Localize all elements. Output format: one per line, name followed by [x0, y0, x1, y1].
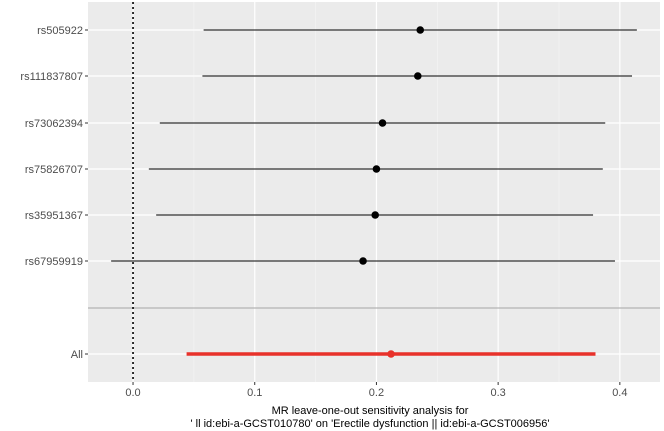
overall-label: All	[71, 349, 83, 361]
x-tick-label: 0.1	[247, 387, 262, 399]
snp-label: rs67959919	[25, 256, 83, 268]
snp-rows	[111, 26, 637, 358]
x-tick-label: 0.4	[612, 387, 627, 399]
snp-estimate-point	[371, 211, 380, 219]
snp-label: rs111837807	[20, 71, 83, 83]
snp-estimate-point	[359, 257, 367, 265]
snp-estimate-point	[378, 119, 387, 127]
snp-estimate-point	[416, 26, 425, 34]
y-axis-labels: rs505922 rs111837807 rs73062394 rs75826707 r…	[20, 25, 88, 361]
plot-panel	[88, 2, 660, 382]
x-tick-label: 0.3	[490, 387, 505, 399]
snp-label: rs505922	[37, 25, 83, 37]
x-tick-label: 0.2	[369, 387, 384, 399]
overall-estimate-point	[387, 350, 395, 358]
x-axis: 0.0 0.1 0.2 0.3 0.4	[125, 382, 627, 399]
snp-estimate-point	[372, 165, 381, 173]
x-axis-title-line1: MR leave-one-out sensitivity analysis fo…	[272, 405, 469, 417]
snp-label: rs73062394	[25, 118, 83, 130]
snp-label: rs75826707	[25, 164, 83, 176]
x-axis-title-line2: ' ll id:ebi-a-GCST010780' on 'Erectile d…	[191, 418, 550, 430]
snp-label: rs35951367	[25, 210, 83, 222]
x-tick-label: 0.0	[125, 387, 140, 399]
snp-estimate-point	[414, 72, 422, 80]
